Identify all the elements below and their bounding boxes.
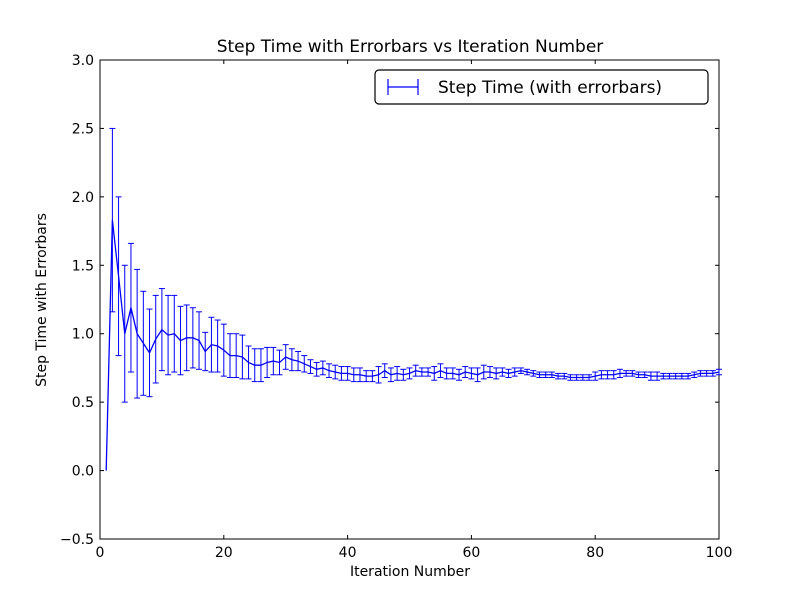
y-tick-label: 0.5 — [72, 395, 94, 411]
x-axis-label: Iteration Number — [350, 564, 470, 580]
plot-area: 0 20 40 60 80 100 −0.5 0.0 0.5 1.0 1.5 2.0 2.5 3.0 — [60, 53, 732, 561]
x-tick-label: 80 — [586, 545, 604, 561]
legend-box — [374, 69, 709, 105]
y-tick-label: 1.5 — [72, 258, 94, 274]
y-axis-label: Step Time with Errorbars — [34, 213, 50, 387]
x-tick-label: 40 — [339, 545, 357, 561]
x-tick-label: 20 — [215, 545, 233, 561]
y-tick-label: 2.5 — [72, 121, 94, 137]
y-tick-label: 0.0 — [72, 464, 94, 480]
y-tick-label: −0.5 — [60, 532, 94, 548]
x-tick-label: 60 — [462, 545, 480, 561]
x-tick-label: 0 — [96, 545, 105, 561]
chart-title: Step Time with Errorbars vs Iteration Nu… — [217, 37, 604, 57]
series-line — [105, 220, 720, 471]
y-tick-label: 1.0 — [72, 327, 94, 343]
x-tick-label: 100 — [706, 545, 733, 561]
legend: Step Time (with errorbars) — [374, 69, 709, 105]
y-tick-label: 2.0 — [72, 190, 94, 206]
y-tick-label: 3.0 — [72, 53, 94, 69]
plot-frame — [99, 59, 720, 540]
legend-label: Step Time (with errorbars) — [438, 78, 662, 98]
